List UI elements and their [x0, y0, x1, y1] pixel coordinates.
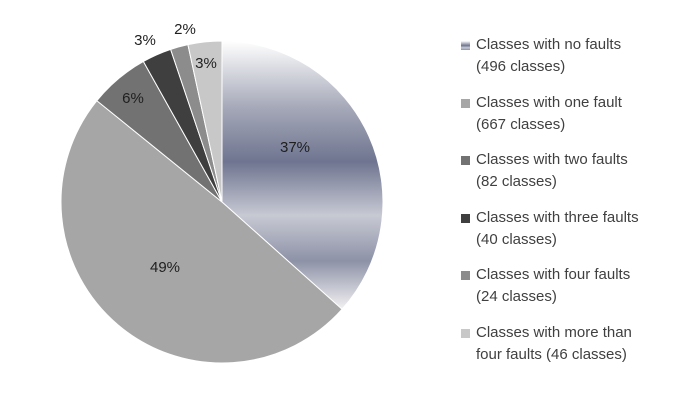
legend-label-line1: Classes with no faults	[476, 36, 622, 53]
legend-label-line1: Classes with one fault	[476, 93, 622, 111]
legend-label-1: Classes with no faults (496 classes)	[476, 34, 621, 78]
legend-swatch-5	[461, 271, 470, 281]
legend-item-6: Classes with more than four faults (46 cl…	[461, 322, 673, 380]
legend-swatch-4	[461, 213, 470, 223]
legend-label-line1: Classes with more than	[476, 323, 632, 341]
slice-value-label-4: 3%	[134, 32, 156, 49]
pie-slice-2	[60, 100, 343, 364]
legend-label-5: Classes with four faults (24 classes)	[476, 264, 630, 308]
legend-label-4: Classes with three faults (40 classes)	[476, 207, 639, 251]
legend-label-3: Classes with two faults (82 classes)	[476, 149, 628, 193]
legend-swatch-6	[461, 328, 470, 338]
legend-label-line2: (40 classes)	[476, 230, 557, 248]
legend-label-2: Classes with one fault (667 classes)	[476, 92, 622, 136]
legend-item-1: Classes with no faults (496 classes)	[461, 34, 673, 92]
chart-legend: Classes with no faults (496 classes) Class…	[461, 34, 673, 380]
legend-item-3: Classes with two faults (82 classes)	[461, 149, 673, 207]
legend-label-line1: Classes with two faults	[476, 151, 628, 169]
legend-label-line2: (496 classes)	[476, 58, 566, 75]
slice-value-label-5: 2%	[174, 21, 196, 38]
legend-label-line2: (24 classes)	[476, 288, 557, 306]
legend-label-line1: Classes with four faults	[476, 266, 631, 284]
legend-swatch-3	[461, 156, 470, 166]
legend-label-line2: four faults (46 classes)	[476, 345, 627, 363]
legend-label-line1: Classes with three faults	[476, 208, 639, 226]
legend-item-2: Classes with one fault (667 classes)	[461, 92, 673, 150]
legend-swatch-1	[461, 41, 470, 50]
pie-slice-6	[187, 40, 223, 203]
slice-value-label-6: 3%	[195, 55, 217, 72]
slice-value-label-2: 49%	[150, 259, 180, 276]
legend-label-line2: (82 classes)	[476, 173, 557, 191]
legend-item-4: Classes with three faults (40 classes)	[461, 207, 673, 265]
slice-value-label-1: 37%	[280, 139, 310, 156]
pie-slice-1	[221, 40, 384, 310]
legend-label-6: Classes with more than four faults (46 cl…	[476, 322, 632, 366]
pie-value-labels: 37% 49% 6% 3% 2% 3%	[122, 21, 310, 276]
slice-value-label-3: 6%	[122, 90, 144, 107]
legend-item-5: Classes with four faults (24 classes)	[461, 264, 673, 322]
pie-slices	[60, 40, 384, 364]
legend-swatch-2	[461, 98, 470, 108]
legend-label-line2: (667 classes)	[476, 115, 566, 133]
